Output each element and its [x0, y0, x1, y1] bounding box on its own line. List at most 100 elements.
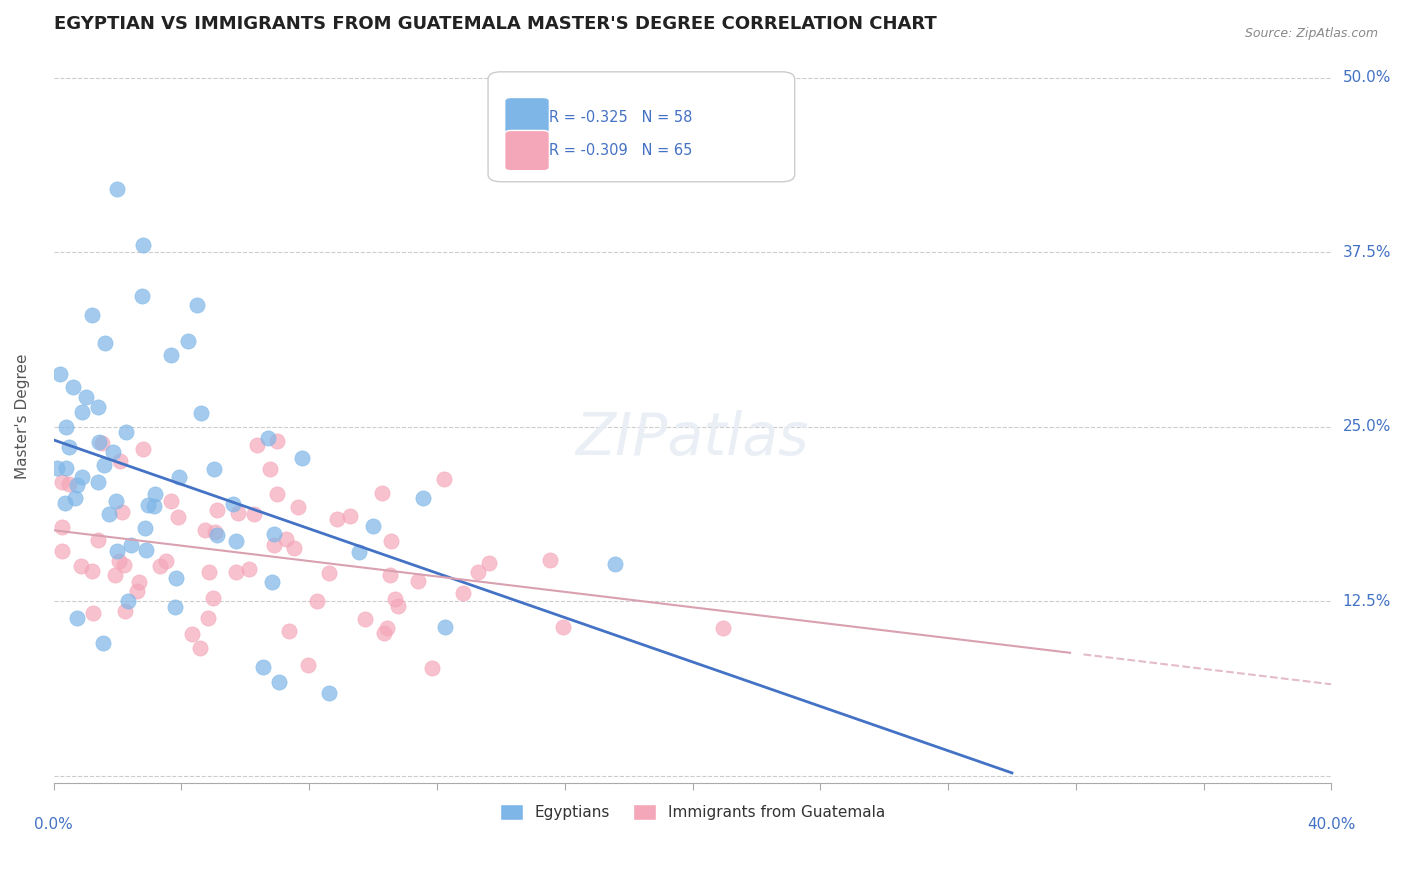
Point [188, 641, 211, 656]
Text: 0.0%: 0.0% [34, 817, 73, 832]
Point [58, 476, 80, 491]
Point [131, 288, 153, 302]
Point [58, 441, 80, 455]
Point [166, 571, 188, 585]
Point [143, 487, 166, 501]
Point [197, 611, 219, 625]
Point [387, 599, 409, 614]
Point [166, 509, 188, 524]
Point [89, 435, 111, 450]
Point [305, 593, 328, 607]
Point [349, 545, 371, 559]
Point [70, 470, 93, 484]
Point [225, 566, 247, 580]
Point [55, 419, 77, 434]
FancyBboxPatch shape [505, 97, 550, 137]
Point [134, 521, 156, 535]
Point [353, 612, 375, 626]
Point [297, 657, 319, 672]
Point [70, 405, 93, 419]
Point [111, 505, 134, 519]
Text: ZIPatlas: ZIPatlas [575, 409, 810, 467]
Point [105, 544, 128, 558]
Point [121, 538, 143, 552]
Point [420, 661, 443, 675]
Point [202, 462, 225, 476]
Point [82, 606, 104, 620]
Point [128, 574, 150, 589]
Point [243, 508, 266, 522]
Point [406, 574, 429, 588]
Text: 37.5%: 37.5% [1343, 244, 1391, 260]
Point [48, 368, 70, 382]
Point [108, 554, 131, 568]
Point [378, 567, 401, 582]
Point [238, 561, 260, 575]
Legend: Egyptians, Immigrants from Guatemala: Egyptians, Immigrants from Guatemala [494, 798, 891, 826]
Point [90, 436, 112, 450]
Point [169, 469, 191, 483]
Point [149, 559, 172, 574]
Point [361, 518, 384, 533]
FancyBboxPatch shape [505, 130, 550, 170]
Point [283, 541, 305, 555]
Point [86, 475, 108, 490]
Point [266, 434, 288, 448]
Point [263, 527, 285, 541]
Point [104, 567, 127, 582]
Point [252, 659, 274, 673]
Point [132, 442, 155, 456]
Point [125, 583, 148, 598]
Point [86, 533, 108, 548]
Point [256, 431, 278, 445]
Point [117, 594, 139, 608]
Point [205, 502, 228, 516]
Text: 12.5%: 12.5% [1343, 594, 1391, 608]
Point [262, 575, 284, 590]
Point [110, 454, 132, 468]
Point [63, 491, 86, 505]
Text: EGYPTIAN VS IMMIGRANTS FROM GUATEMALA MASTER'S DEGREE CORRELATION CHART: EGYPTIAN VS IMMIGRANTS FROM GUATEMALA MA… [53, 15, 936, 33]
Point [91, 636, 114, 650]
Point [114, 604, 136, 618]
Point [93, 335, 115, 350]
Point [339, 509, 361, 524]
Point [198, 565, 221, 579]
Point [202, 591, 225, 606]
Point [538, 553, 561, 567]
Point [603, 557, 626, 571]
Point [276, 532, 298, 546]
Point [51, 520, 73, 534]
Point [93, 458, 115, 473]
Point [104, 494, 127, 508]
Point [155, 554, 177, 568]
Point [103, 445, 125, 459]
Point [75, 390, 97, 404]
Point [259, 462, 281, 476]
Point [98, 507, 121, 521]
Point [384, 591, 406, 606]
Point [318, 686, 340, 700]
FancyBboxPatch shape [488, 72, 794, 182]
Point [186, 298, 208, 312]
Point [377, 621, 399, 635]
Point [66, 611, 89, 625]
Point [451, 586, 474, 600]
Point [467, 565, 489, 579]
Point [266, 487, 288, 501]
Point [55, 460, 77, 475]
Text: R = -0.325   N = 58: R = -0.325 N = 58 [550, 111, 693, 126]
Point [177, 334, 200, 348]
Point [318, 566, 340, 581]
Point [226, 506, 249, 520]
Point [194, 523, 217, 537]
Point [291, 451, 314, 466]
Point [180, 627, 202, 641]
Point [142, 499, 165, 513]
Point [277, 624, 299, 638]
Point [371, 486, 394, 500]
Point [51, 544, 73, 558]
Point [136, 498, 159, 512]
Point [163, 599, 186, 614]
Point [412, 491, 434, 505]
